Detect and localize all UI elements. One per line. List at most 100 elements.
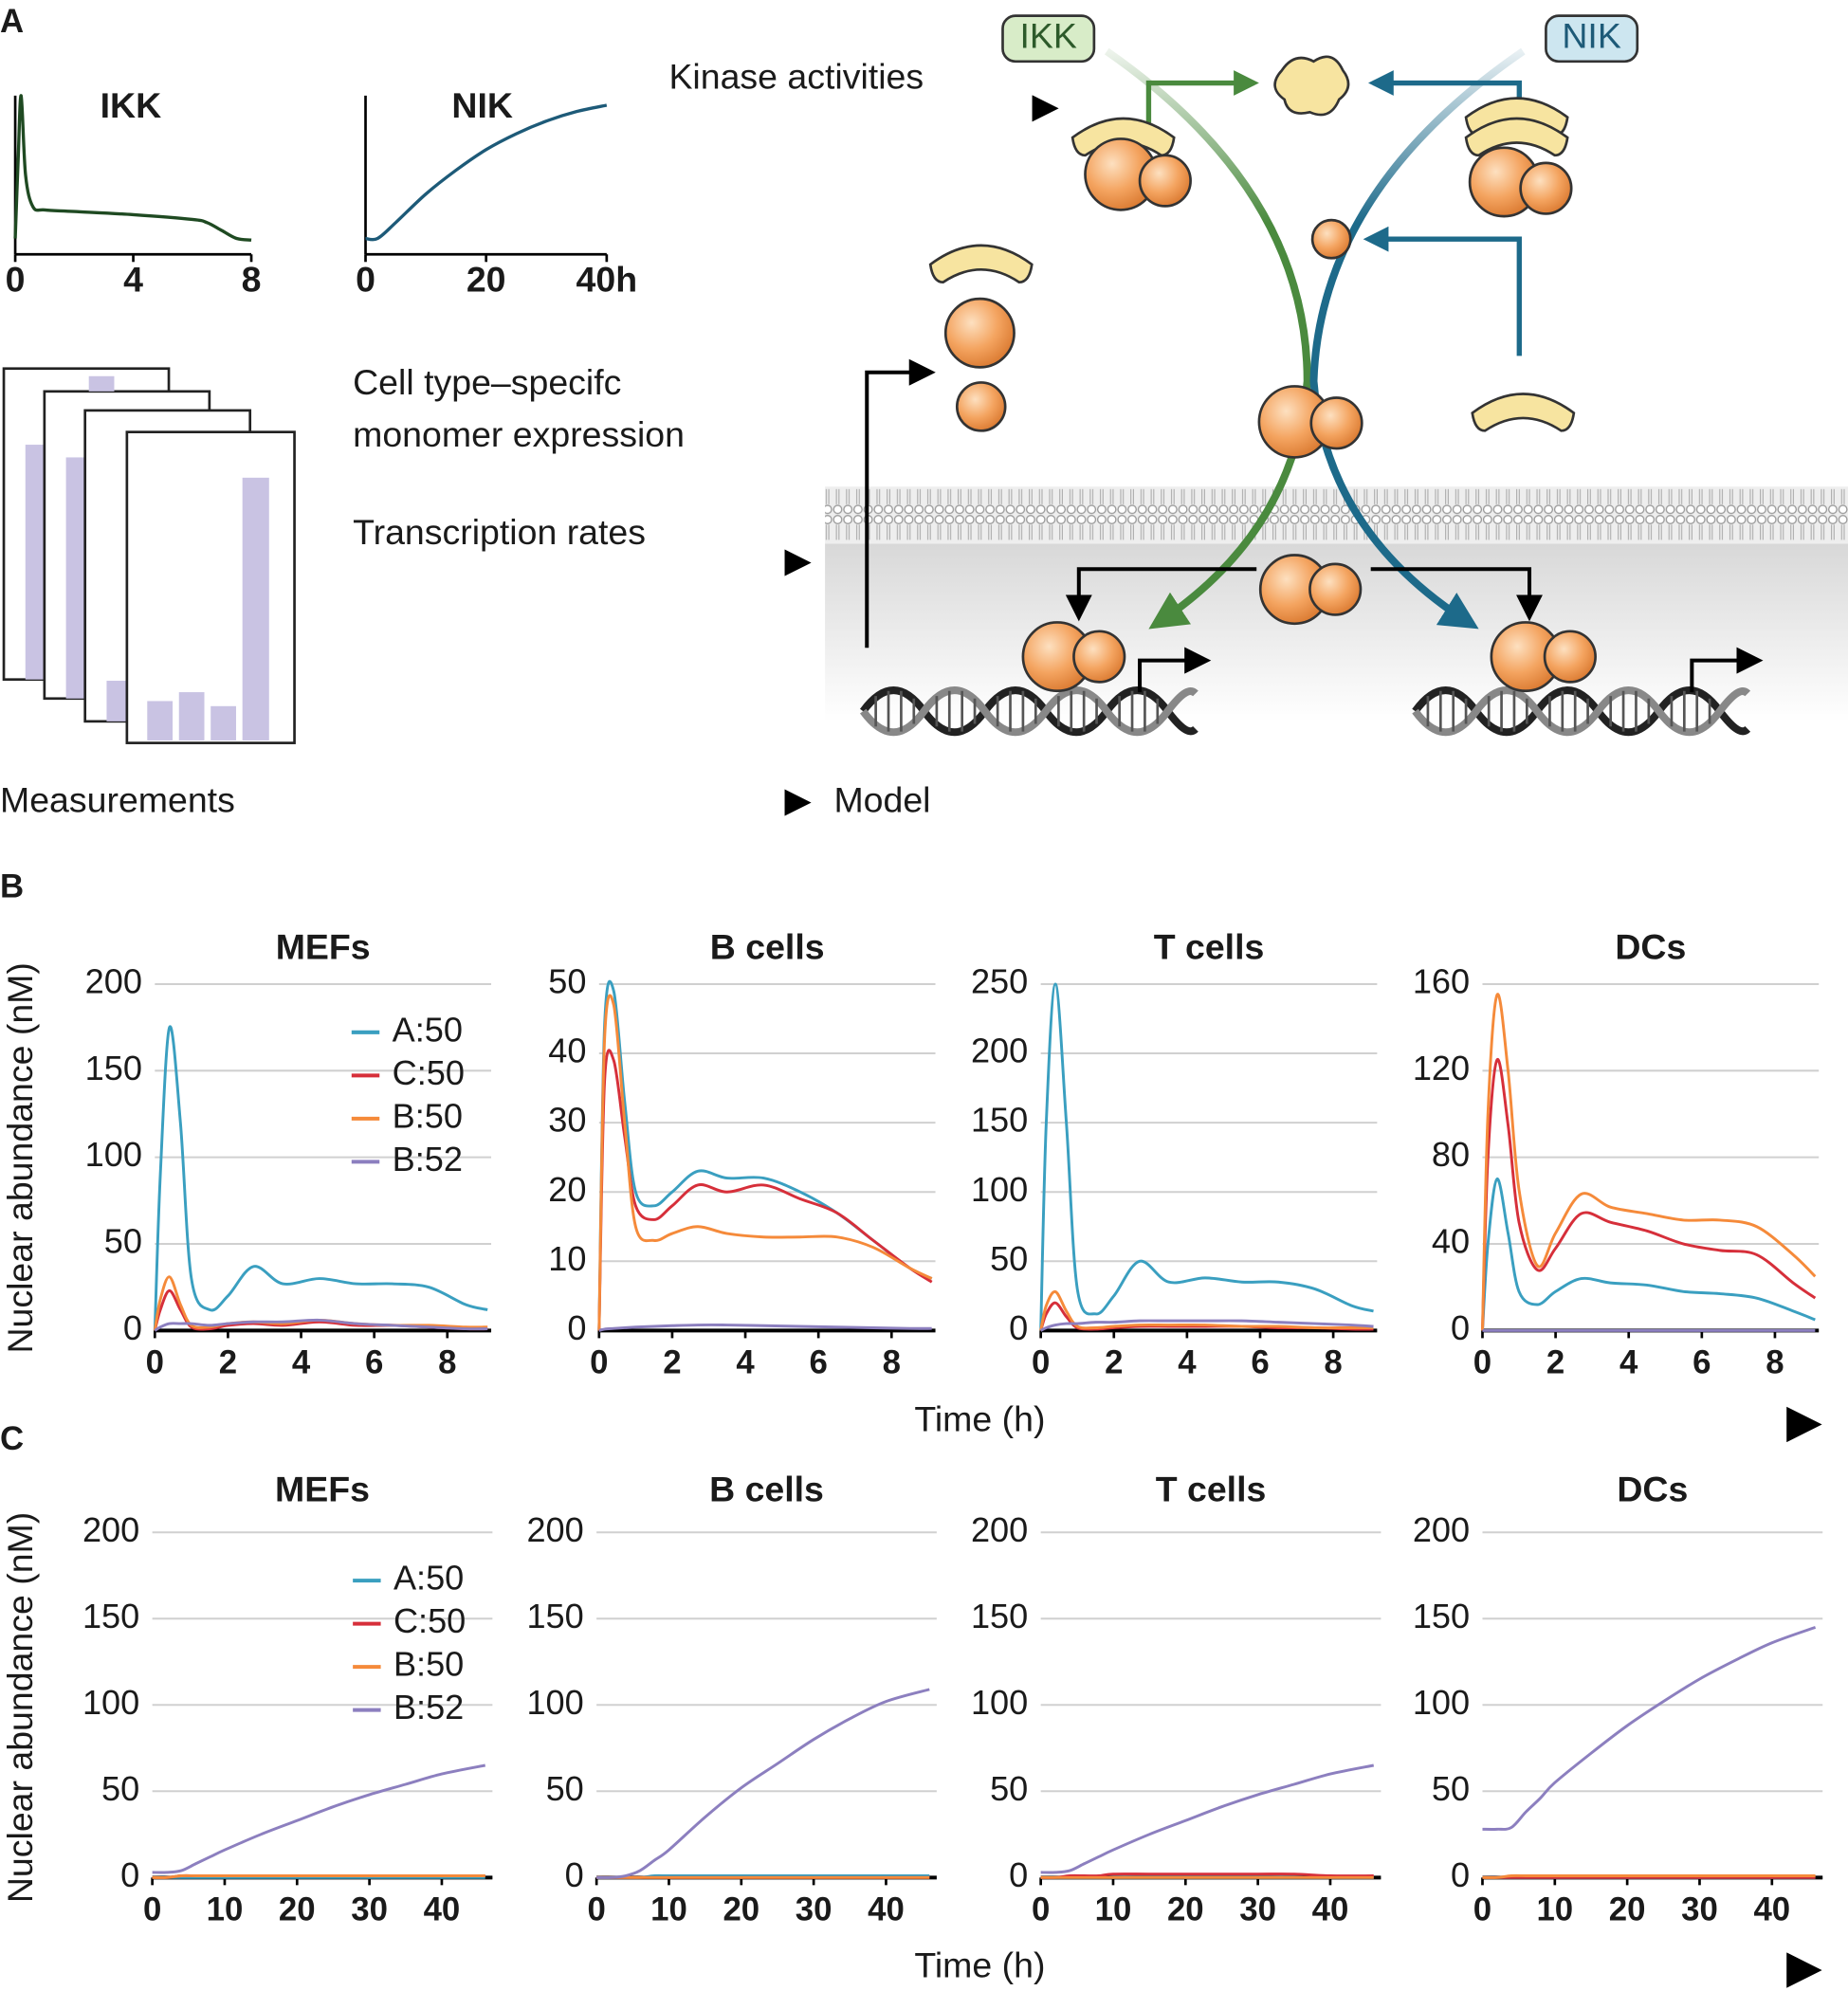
y-tick-label: 0	[565, 1855, 584, 1894]
series-line	[597, 1049, 933, 1331]
chart-title: DCs	[1617, 1469, 1688, 1508]
y-tick-label: 0	[1451, 1855, 1470, 1894]
x-tick-label: 4	[736, 1344, 755, 1381]
y-tick-label: 250	[971, 961, 1028, 1000]
x-tick-label: 0	[1473, 1344, 1491, 1381]
x-tick-label: 4	[123, 260, 143, 300]
x-tick-label: 2	[1105, 1344, 1123, 1381]
chart-title: MEFs	[275, 1469, 370, 1508]
x-tick-label: 0	[590, 1344, 608, 1381]
legend-label: A:50	[393, 1559, 464, 1598]
expression-label: monomer expression	[353, 414, 685, 454]
x-tick-label: 40	[424, 1891, 461, 1928]
series-line	[1481, 1058, 1817, 1331]
panel-label: C	[0, 1420, 24, 1457]
y-tick-label: 50	[1432, 1769, 1470, 1808]
measurement-cards	[2, 367, 296, 744]
x-tick-label: 40h	[576, 260, 638, 300]
measurements-label: Measurements	[0, 779, 235, 819]
x-tick-label: 0	[1032, 1344, 1050, 1381]
x-tick-label: 8	[883, 1344, 901, 1381]
x-tick-label: 30	[1681, 1891, 1718, 1928]
y-tick-label: 150	[526, 1597, 583, 1635]
x-tick-label: 10	[1536, 1891, 1573, 1928]
series-line	[1482, 1873, 1816, 1879]
y-tick-label: 150	[971, 1597, 1028, 1635]
x-tick-label: 20	[467, 260, 506, 300]
y-tick-label: 150	[85, 1049, 142, 1087]
chart: T cells 0 50 100 150 200 250 0 2 4 6 8	[971, 927, 1378, 1381]
chart-title: MEFs	[276, 927, 371, 967]
chart: B cells 0 50 100 150 200 0 10 20 30 40	[526, 1469, 937, 1928]
series-line	[1039, 1289, 1374, 1331]
chart: B cells 0 10 20 30 40 50 0 2 4 6 8	[548, 927, 936, 1381]
series-line	[597, 979, 933, 1331]
y-tick-label: 100	[526, 1683, 583, 1722]
y-tick-label: 50	[101, 1769, 139, 1808]
x-axis-title: Time (h)	[914, 1945, 1045, 1984]
x-tick-label: 40	[1753, 1891, 1790, 1928]
series-line	[13, 94, 252, 242]
x-tick-label: 8	[438, 1344, 456, 1381]
y-tick-label: 200	[526, 1510, 583, 1549]
x-tick-label: 2	[663, 1344, 681, 1381]
y-tick-label: 0	[1009, 1855, 1028, 1894]
x-tick-label: 0	[143, 1891, 161, 1928]
panel-label: B	[0, 868, 24, 905]
expression-label: Cell type–specifc	[353, 362, 621, 402]
x-tick-label: 6	[365, 1344, 383, 1381]
y-tick-label: 50	[548, 961, 586, 1000]
series-line	[1040, 1872, 1374, 1879]
y-tick-label: 0	[120, 1855, 139, 1894]
y-tick-label: 80	[1432, 1135, 1470, 1174]
series-line	[154, 1318, 488, 1332]
legend-label: B:50	[393, 1645, 464, 1684]
model-label: Model	[833, 779, 930, 819]
legend-label: B:50	[393, 1096, 463, 1135]
series-line	[596, 1688, 930, 1879]
x-tick-label: 20	[1609, 1891, 1646, 1928]
y-tick-label: 10	[548, 1239, 586, 1278]
time-arrows	[139, 1406, 1822, 1988]
x-tick-label: 8	[1766, 1344, 1784, 1381]
x-tick-label: 2	[219, 1344, 237, 1381]
x-tick-label: 0	[146, 1344, 164, 1381]
y-tick-label: 150	[1413, 1597, 1470, 1635]
x-axis-title: Time (h)	[914, 1399, 1045, 1439]
nik-label: NIK	[1562, 16, 1620, 56]
chart-title: IKK	[101, 85, 162, 125]
x-tick-label: 30	[796, 1891, 833, 1928]
y-tick-label: 0	[123, 1308, 142, 1347]
x-tick-label: 2	[1546, 1344, 1564, 1381]
y-tick-label: 200	[82, 1510, 139, 1549]
series-line	[1039, 982, 1374, 1331]
x-tick-label: 0	[1032, 1891, 1050, 1928]
series-line	[1481, 1178, 1816, 1331]
x-tick-label: 20	[723, 1891, 759, 1928]
y-tick-label: 100	[971, 1170, 1028, 1209]
y-tick-label: 200	[85, 961, 142, 1000]
x-tick-label: 6	[809, 1344, 827, 1381]
y-tick-label: 50	[990, 1769, 1028, 1808]
legend-label: A:50	[393, 1010, 463, 1049]
x-tick-label: 0	[6, 260, 26, 300]
y-tick-label: 100	[85, 1135, 142, 1174]
y-tick-label: 160	[1413, 961, 1470, 1000]
chart: DCs 0 50 100 150 200 0 10 20 30 40	[1413, 1469, 1823, 1928]
x-tick-label: 6	[1251, 1344, 1269, 1381]
chart: NIK 0 20 40h	[356, 85, 637, 299]
x-tick-label: 20	[279, 1891, 316, 1928]
y-tick-label: 0	[1451, 1308, 1470, 1347]
chart: MEFs 0 50 100 150 200 0 2 4 6 8 A:50 C:50 B:50 B:52	[85, 927, 492, 1381]
series-line	[597, 994, 933, 1331]
legend-label: C:50	[393, 1601, 466, 1640]
kinase-label: Kinase activities	[668, 56, 924, 96]
ikk-label: IKK	[1019, 16, 1076, 56]
series-line	[153, 1025, 488, 1331]
x-tick-label: 0	[356, 260, 375, 300]
series-line	[598, 1323, 932, 1332]
legend-label: B:52	[393, 1140, 463, 1178]
y-tick-label: 100	[971, 1683, 1028, 1722]
